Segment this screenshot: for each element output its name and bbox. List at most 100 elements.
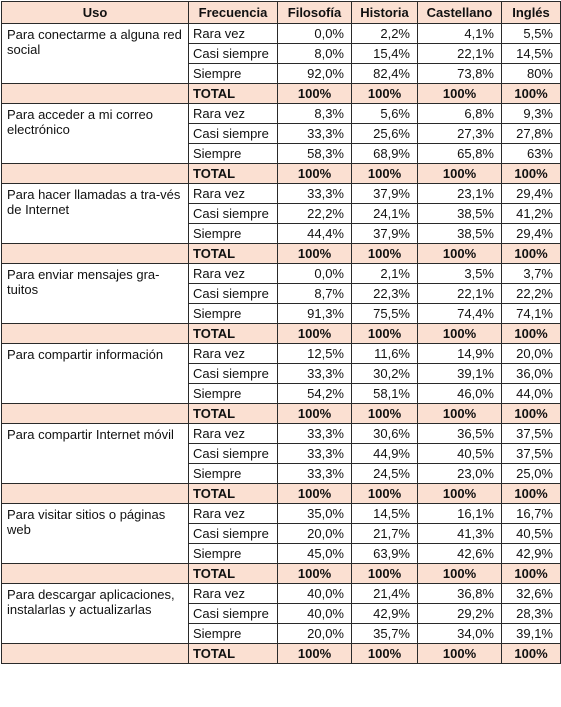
value-cell-ingles: 37,5%	[501, 443, 561, 464]
value-cell-historia: 11,6%	[351, 343, 418, 364]
uso-label: Para descargar aplicaciones, instalarlas…	[1, 583, 189, 644]
value-cell-ingles: 29,4%	[501, 183, 561, 204]
frecuencia-cell: Rara vez	[188, 23, 278, 44]
total-value-castellano: 100%	[417, 403, 502, 424]
total-row: TOTAL 100% 100% 100% 100%	[1, 563, 561, 584]
value-cell-historia: 82,4%	[351, 63, 418, 84]
total-row-blank-cell	[1, 643, 189, 664]
value-cell-castellano: 46,0%	[417, 383, 502, 404]
header-filosofia: Filosofía	[277, 1, 352, 24]
table-row: Siempre 33,3% 24,5% 23,0% 25,0%	[2, 463, 561, 484]
value-cell-ingles: 39,1%	[501, 623, 561, 644]
value-cell-filosofia: 22,2%	[277, 203, 352, 224]
total-row: TOTAL 100% 100% 100% 100%	[1, 403, 561, 424]
frecuencia-cell: Siempre	[188, 543, 278, 564]
total-row-blank-cell	[1, 83, 189, 104]
value-cell-historia: 14,5%	[351, 503, 418, 524]
value-cell-castellano: 40,5%	[417, 443, 502, 464]
total-value-castellano: 100%	[417, 83, 502, 104]
value-cell-ingles: 3,7%	[501, 263, 561, 284]
table-row: Casi siempre 40,0% 42,9% 29,2% 28,3%	[2, 603, 561, 624]
total-row: TOTAL 100% 100% 100% 100%	[1, 643, 561, 664]
frecuencia-cell: Casi siempre	[188, 523, 278, 544]
value-cell-castellano: 38,5%	[417, 203, 502, 224]
uso-label: Para hacer llamadas a tra-vés de Interne…	[1, 183, 189, 244]
value-cell-filosofia: 8,3%	[277, 103, 352, 124]
value-cell-filosofia: 0,0%	[277, 23, 352, 44]
total-value-castellano: 100%	[417, 563, 502, 584]
frecuencia-cell: Casi siempre	[188, 443, 278, 464]
total-value-historia: 100%	[351, 243, 418, 264]
value-cell-filosofia: 54,2%	[277, 383, 352, 404]
total-row: TOTAL 100% 100% 100% 100%	[1, 163, 561, 184]
total-value-filosofia: 100%	[277, 563, 352, 584]
value-cell-ingles: 40,5%	[501, 523, 561, 544]
table-row: Siempre 54,2% 58,1% 46,0% 44,0%	[2, 383, 561, 404]
table-row: Para compartir Internet móvil Rara vez 33,…	[1, 423, 561, 484]
table-body: Para conectarme a alguna red social Rara …	[1, 23, 561, 664]
frecuencia-cell: Rara vez	[188, 343, 278, 364]
frecuencia-cell: Rara vez	[188, 183, 278, 204]
total-row-blank-cell	[1, 323, 189, 344]
uso-label: Para acceder a mi correo electrónico	[1, 103, 189, 164]
table-row: Siempre 58,3% 68,9% 65,8% 63%	[2, 143, 561, 164]
uso-label: Para visitar sitios o páginas web	[1, 503, 189, 564]
value-cell-filosofia: 33,3%	[277, 123, 352, 144]
table-row: Para descargar aplicaciones, instalarlas…	[1, 583, 561, 644]
value-cell-historia: 63,9%	[351, 543, 418, 564]
table-row: Para hacer llamadas a tra-vés de Interne…	[1, 183, 561, 244]
table-row: Casi siempre 33,3% 25,6% 27,3% 27,8%	[2, 123, 561, 144]
total-value-historia: 100%	[351, 563, 418, 584]
table-row: Siempre 91,3% 75,5% 74,4% 74,1%	[2, 303, 561, 324]
total-label: TOTAL	[188, 643, 278, 664]
frecuencia-cell: Siempre	[188, 143, 278, 164]
value-cell-castellano: 23,0%	[417, 463, 502, 484]
value-cell-ingles: 80%	[501, 63, 561, 84]
total-value-castellano: 100%	[417, 643, 502, 664]
total-value-ingles: 100%	[501, 323, 561, 344]
value-cell-castellano: 4,1%	[417, 23, 502, 44]
value-cell-ingles: 5,5%	[501, 23, 561, 44]
value-cell-historia: 24,5%	[351, 463, 418, 484]
value-cell-filosofia: 44,4%	[277, 223, 352, 244]
table-row: Para enviar mensajes gra-tuitos Rara vez 0…	[1, 263, 561, 324]
total-value-historia: 100%	[351, 403, 418, 424]
value-cell-filosofia: 40,0%	[277, 603, 352, 624]
value-cell-historia: 44,9%	[351, 443, 418, 464]
frecuencia-cell: Casi siempre	[188, 283, 278, 304]
table-row: Para visitar sitios o páginas web Rara ve…	[1, 503, 561, 564]
value-cell-historia: 30,2%	[351, 363, 418, 384]
total-row: TOTAL 100% 100% 100% 100%	[1, 483, 561, 504]
value-cell-historia: 35,7%	[351, 623, 418, 644]
table-row: Casi siempre 8,0% 15,4% 22,1% 14,5%	[2, 43, 561, 64]
total-value-historia: 100%	[351, 643, 418, 664]
total-row-blank-cell	[1, 403, 189, 424]
total-value-ingles: 100%	[501, 563, 561, 584]
value-cell-historia: 30,6%	[351, 423, 418, 444]
value-cell-historia: 42,9%	[351, 603, 418, 624]
total-value-ingles: 100%	[501, 163, 561, 184]
frecuencia-cell: Siempre	[188, 463, 278, 484]
value-cell-historia: 21,4%	[351, 583, 418, 604]
table-row: Para conectarme a alguna red social Rara …	[1, 23, 561, 84]
value-cell-castellano: 29,2%	[417, 603, 502, 624]
uso-label: Para enviar mensajes gra-tuitos	[1, 263, 189, 324]
total-value-filosofia: 100%	[277, 403, 352, 424]
value-cell-filosofia: 0,0%	[277, 263, 352, 284]
total-value-ingles: 100%	[501, 83, 561, 104]
value-cell-filosofia: 33,3%	[277, 363, 352, 384]
header-row: Uso Frecuencia Filosofía Historia Castel…	[1, 1, 561, 24]
value-cell-castellano: 6,8%	[417, 103, 502, 124]
total-label: TOTAL	[188, 323, 278, 344]
value-cell-castellano: 73,8%	[417, 63, 502, 84]
value-cell-historia: 15,4%	[351, 43, 418, 64]
header-uso: Uso	[1, 1, 189, 24]
total-value-castellano: 100%	[417, 323, 502, 344]
frecuencia-cell: Siempre	[188, 223, 278, 244]
value-cell-historia: 5,6%	[351, 103, 418, 124]
total-row-blank-cell	[1, 563, 189, 584]
frecuencia-cell: Casi siempre	[188, 203, 278, 224]
value-cell-historia: 37,9%	[351, 223, 418, 244]
total-row: TOTAL 100% 100% 100% 100%	[1, 83, 561, 104]
value-cell-castellano: 22,1%	[417, 43, 502, 64]
